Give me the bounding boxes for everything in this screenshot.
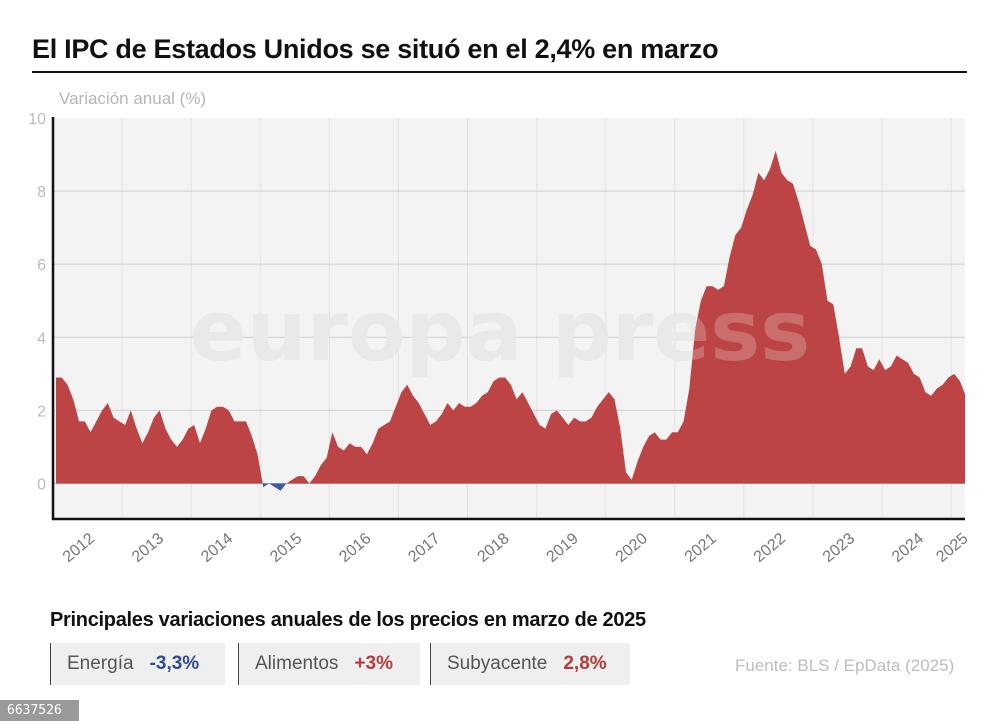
title-divider [32, 71, 967, 73]
y-tick-label: 8 [37, 184, 46, 201]
x-tick-label: 2012 [60, 530, 98, 566]
y-tick-label: 4 [37, 330, 46, 347]
y-tick-label: 2 [37, 403, 46, 420]
stat-value: +3% [354, 653, 393, 674]
y-tick-label: 10 [28, 111, 46, 128]
x-tick-label: 2023 [820, 530, 858, 566]
stat-energia: Energía -3,3% [50, 643, 225, 685]
stat-label: Alimentos [255, 653, 339, 674]
x-tick-label: 2025 [933, 530, 971, 566]
x-tick-label: 2020 [613, 530, 651, 566]
x-tick-label: 2016 [336, 530, 374, 566]
y-tick-label: 6 [37, 257, 46, 274]
image-id-badge: 6637526 [0, 700, 79, 721]
stat-label: Energía [67, 653, 134, 674]
y-axis-label: Variación anual (%) [59, 89, 207, 108]
x-tick-label: 2017 [405, 530, 443, 566]
stat-label: Subyacente [447, 653, 548, 674]
x-tick-label: 2014 [198, 530, 236, 566]
chart-title: El IPC de Estados Unidos se situó en el … [32, 34, 719, 64]
x-tick-label: 2013 [129, 530, 167, 566]
x-tick-label: 2018 [474, 530, 512, 566]
stat-value: 2,8% [563, 653, 607, 674]
area-negative [56, 483, 965, 491]
stat-alimentos: Alimentos +3% [238, 643, 420, 685]
x-tick-label: 2024 [889, 530, 927, 566]
x-tick-label: 2021 [682, 530, 720, 566]
watermark-overlay: europa press [190, 282, 810, 380]
x-tick-labels: 2012 2013 2014 2015 2016 2017 2018 2019 2020 2021… [60, 530, 972, 566]
area-series [56, 150, 965, 491]
summary-heading: Principales variaciones anuales de los p… [50, 609, 646, 631]
x-tick-label: 2015 [267, 530, 305, 566]
stat-value: -3,3% [149, 653, 200, 674]
area-positive [56, 150, 965, 484]
y-tick-label: 0 [37, 476, 46, 493]
source-note: Fuente: BLS / EpData (2025) [735, 656, 955, 675]
stat-subyacente: Subyacente 2,8% [430, 643, 630, 685]
x-tick-label: 2022 [751, 530, 789, 566]
x-tick-label: 2019 [544, 530, 582, 566]
y-tick-labels: 0 2 4 6 8 10 [28, 111, 46, 493]
